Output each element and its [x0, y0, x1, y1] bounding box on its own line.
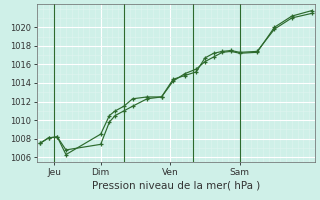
X-axis label: Pression niveau de la mer( hPa ): Pression niveau de la mer( hPa )	[92, 181, 260, 191]
